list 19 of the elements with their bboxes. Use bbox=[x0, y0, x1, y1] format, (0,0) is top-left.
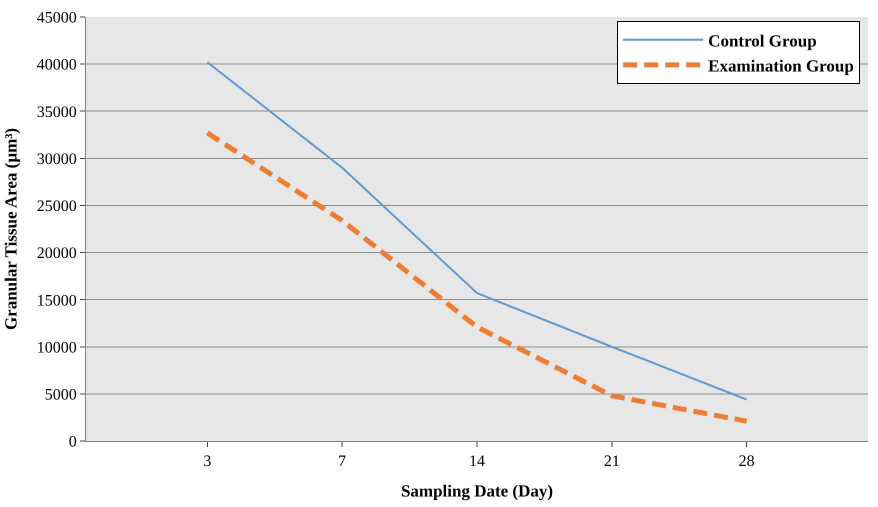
y-tick-label: 45000 bbox=[36, 10, 77, 27]
legend-label: Control Group bbox=[708, 31, 817, 50]
x-tick-label: 28 bbox=[738, 453, 755, 470]
y-axis-title: Granular Tissue Area (µm³) bbox=[1, 128, 20, 330]
x-tick-label: 14 bbox=[469, 453, 485, 470]
y-tick-label: 35000 bbox=[36, 104, 77, 121]
legend-label: Examination Group bbox=[708, 56, 854, 76]
x-axis-title: Sampling Date (Day) bbox=[400, 482, 554, 501]
x-tick-label: 7 bbox=[338, 453, 346, 470]
y-tick-label: 20000 bbox=[36, 245, 77, 262]
y-tick-label: 15000 bbox=[36, 292, 77, 310]
y-tick-label: 30000 bbox=[36, 150, 77, 168]
y-tick-label: 40000 bbox=[36, 56, 77, 74]
x-tick-label: 3 bbox=[203, 453, 212, 470]
y-tick-label: 0 bbox=[68, 434, 77, 451]
y-tick-label: 5000 bbox=[44, 386, 77, 404]
y-tick-label: 10000 bbox=[36, 339, 77, 356]
y-tick-label: 25000 bbox=[36, 198, 77, 216]
x-tick-label: 21 bbox=[604, 453, 620, 470]
